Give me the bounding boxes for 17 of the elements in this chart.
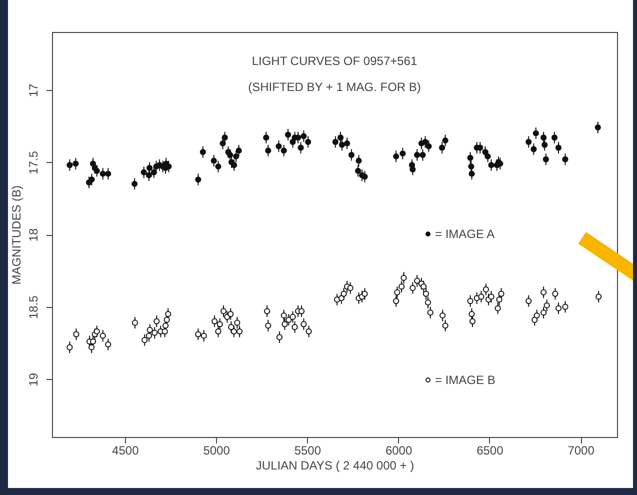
- y-tick-label: 18: [26, 228, 40, 242]
- x-tick-label: 4500: [112, 444, 140, 458]
- x-tick-label: 6000: [385, 444, 412, 458]
- legend-label: = IMAGE B: [435, 373, 496, 387]
- y-tick-label: 19: [26, 372, 40, 386]
- x-tick-label: 7000: [568, 444, 595, 458]
- text: (SHIFTED BY + 1 MAG. FOR B): [248, 80, 421, 94]
- x-tick-label: 5000: [203, 444, 230, 458]
- y-axis-title: MAGNITUDES (B): [10, 185, 24, 285]
- y-tick-label: 17: [26, 83, 40, 98]
- y-tick-label: 17.5: [26, 150, 40, 174]
- text: LIGHT CURVES OF 0957+561: [252, 54, 418, 68]
- x-tick-label: 5500: [294, 444, 322, 458]
- x-tick-label: 6500: [476, 444, 504, 458]
- y-tick-label: 18.5: [26, 295, 40, 319]
- x-axis-title: JULIAN DAYS ( 2 440 000 + ): [256, 458, 414, 472]
- legend-label: = IMAGE A: [435, 227, 495, 241]
